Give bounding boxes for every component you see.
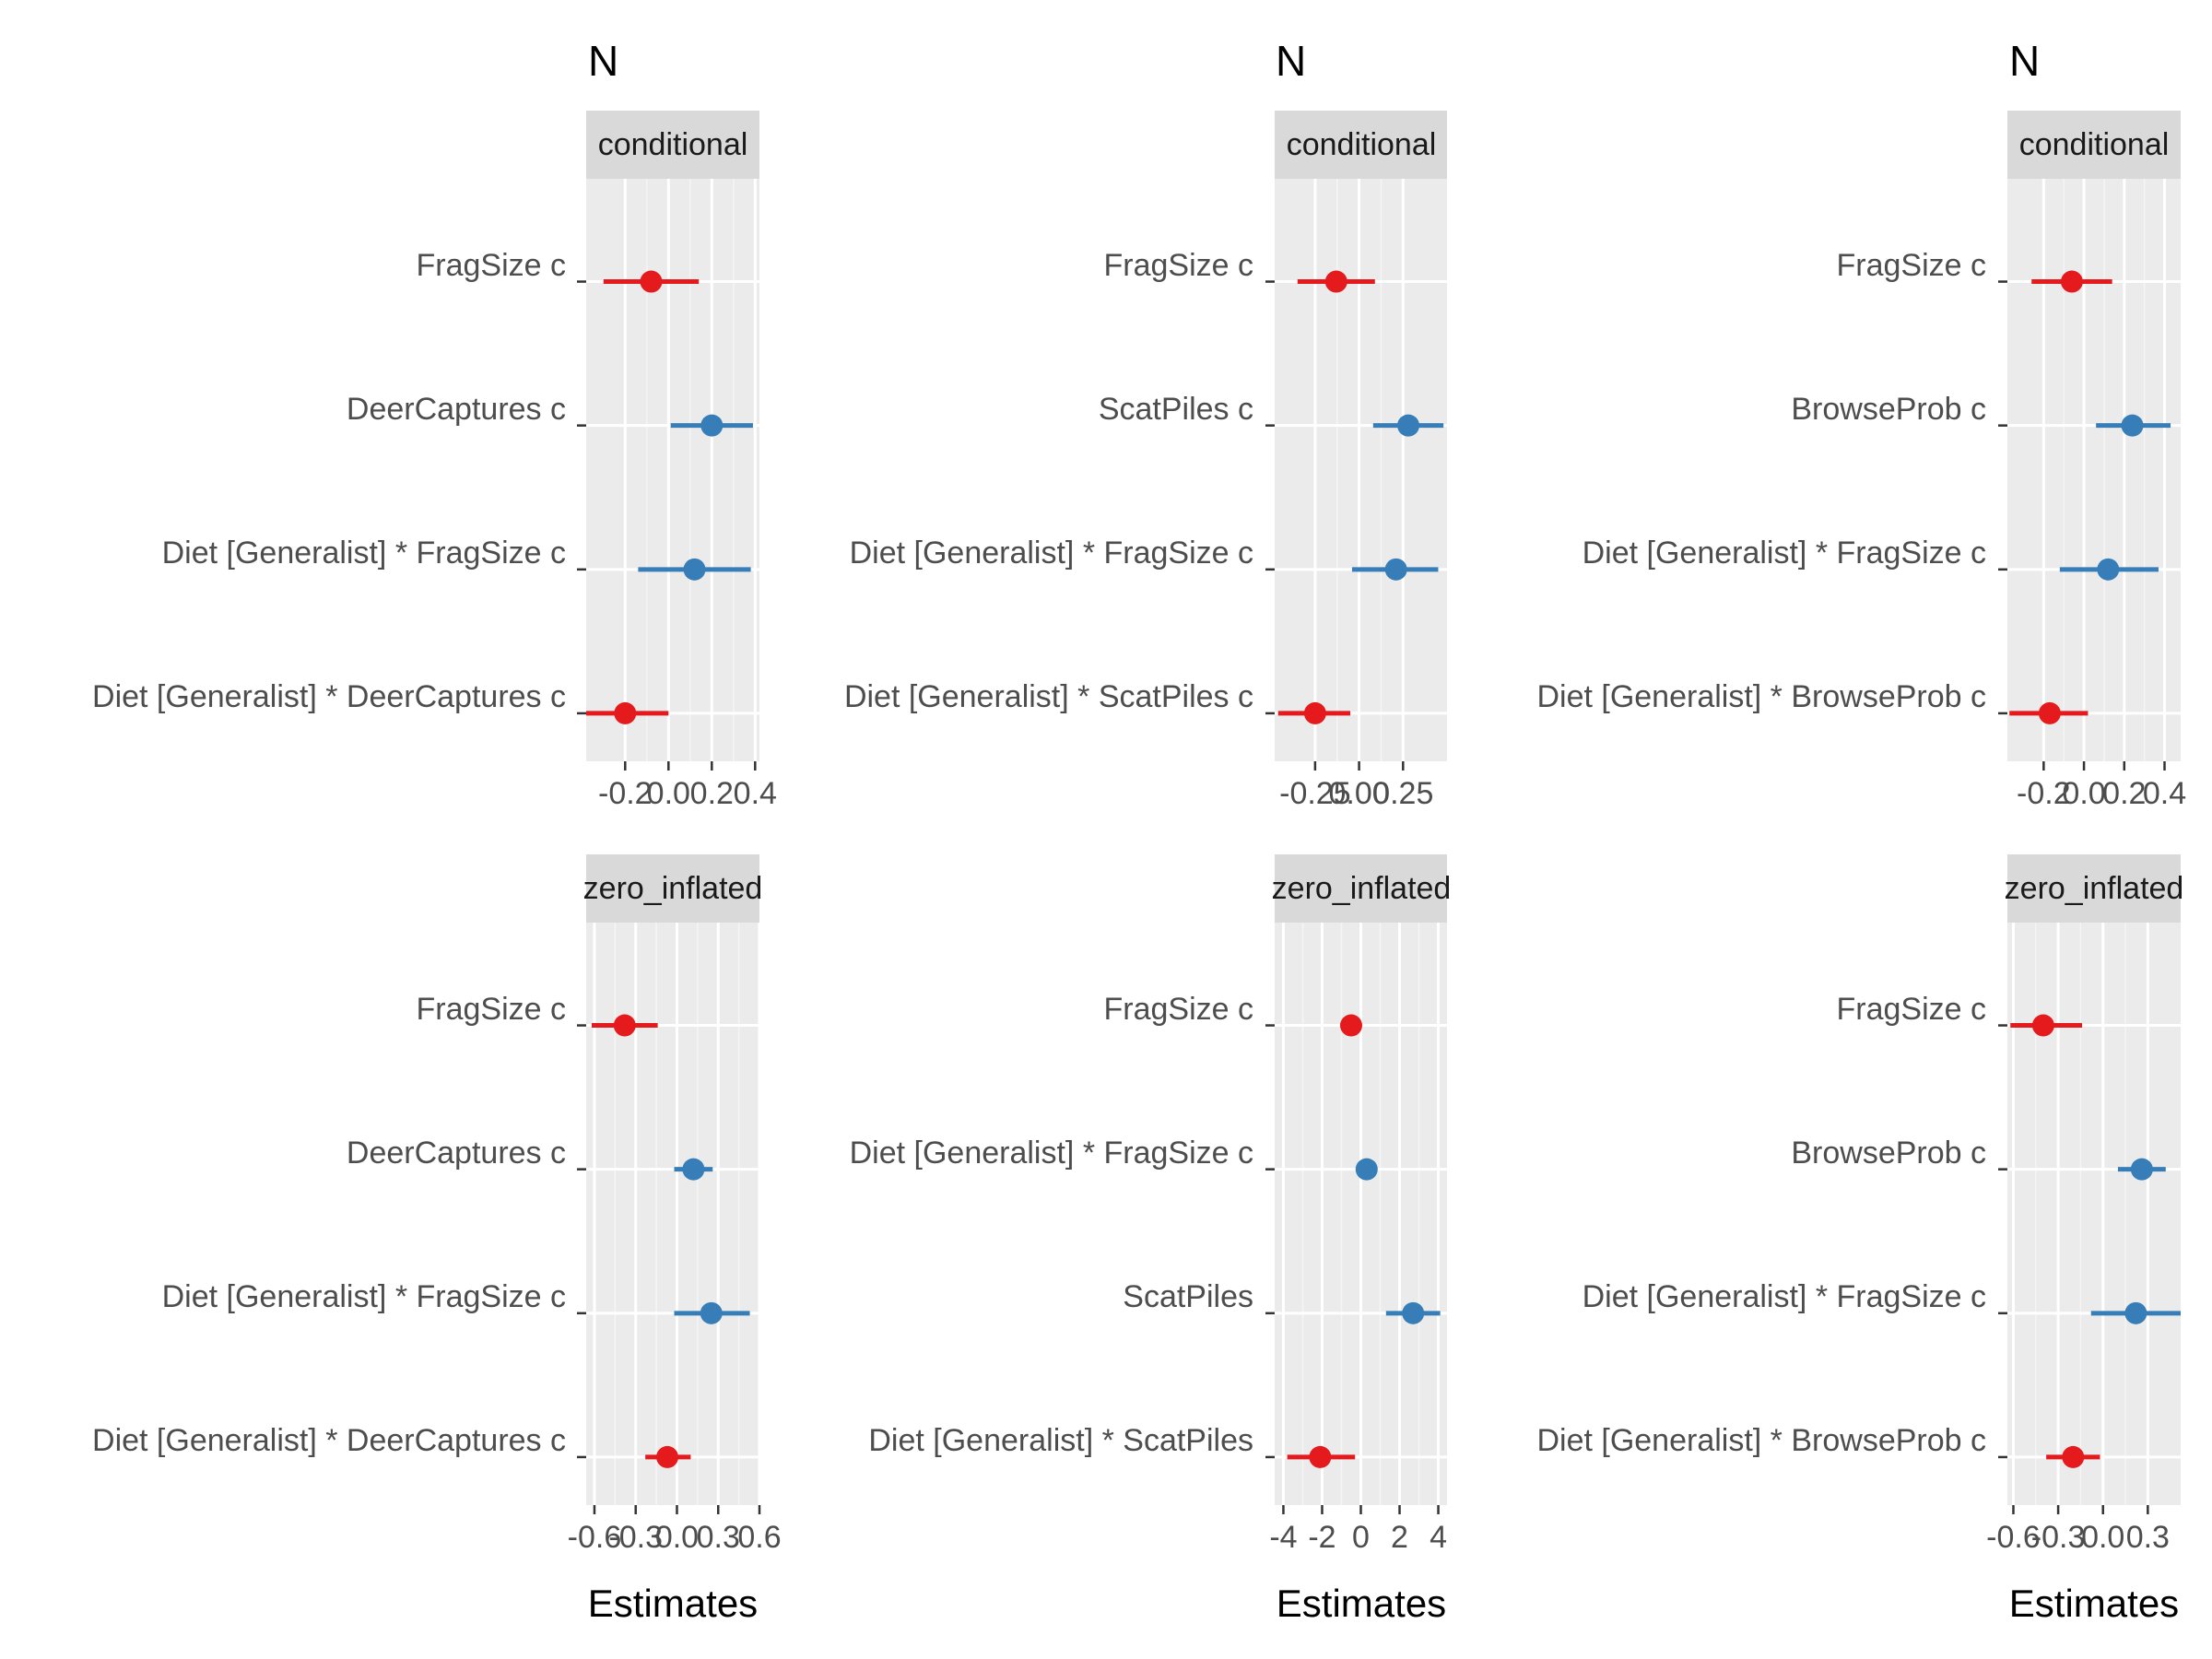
facet-strip	[1275, 854, 1447, 923]
plot-marks: -0.20.0 0.2 0.4-0.6-0.30.00.30.6-0.250.000…	[568, 179, 2186, 1555]
x-tick-label: -2	[1308, 1520, 1335, 1555]
x-tick-label: 0.2	[2102, 776, 2146, 811]
estimate-point	[683, 558, 706, 581]
x-axis-title: Estimates	[1277, 1582, 1446, 1625]
x-tick-label: -4	[1269, 1520, 1297, 1555]
x-tick-label: 0.0	[647, 776, 690, 811]
estimate-point	[2121, 414, 2144, 437]
estimate-point	[1309, 1445, 1332, 1468]
term-label: FragSize c	[417, 992, 567, 1027]
facet-strip-label: zero_inflated	[2005, 871, 2184, 906]
estimate-point	[1355, 1158, 1378, 1181]
term-label: FragSize c	[1104, 992, 1254, 1027]
x-tick-label: 0.3	[2126, 1520, 2170, 1555]
x-tick-label: 2	[1391, 1520, 1408, 1555]
estimate-point	[1324, 270, 1347, 293]
estimate-point	[1339, 1014, 1362, 1037]
x-tick-label: 0.3	[697, 1520, 740, 1555]
estimate-point	[2097, 558, 2120, 581]
facet-strip	[2007, 854, 2181, 923]
x-tick-label: -0.3	[608, 1520, 663, 1555]
x-tick-label: 0.0	[2062, 776, 2105, 811]
estimate-point	[2062, 1445, 2085, 1468]
term-label: BrowseProb c	[1791, 392, 1986, 427]
estimate-point	[1303, 701, 1326, 724]
term-label: Diet [Generalist] * DeerCaptures c	[92, 1423, 566, 1458]
estimate-point	[682, 1158, 705, 1181]
estimate-point	[700, 1301, 723, 1324]
estimate-point	[700, 414, 724, 437]
x-tick-label: 0.0	[655, 1520, 699, 1555]
term-label: Diet [Generalist] * FragSize c	[850, 535, 1253, 571]
term-label: Diet [Generalist] * FragSize c	[162, 535, 566, 571]
term-label: DeerCaptures c	[347, 392, 566, 427]
x-axis-title: Estimates	[588, 1582, 758, 1625]
estimate-point	[1384, 558, 1407, 581]
term-label: ScatPiles	[1123, 1279, 1253, 1314]
estimate-point	[2124, 1301, 2147, 1324]
term-label: Diet [Generalist] * BrowseProb c	[1536, 679, 1986, 714]
facet-strip	[586, 854, 759, 923]
facet-strip	[2007, 111, 2181, 179]
x-tick-label: -0.6	[568, 1520, 622, 1555]
facet-strip-label: conditional	[1287, 127, 1437, 162]
x-tick-label: -0.25	[1279, 776, 1351, 811]
x-tick-label: -0.6	[1986, 1520, 2041, 1555]
term-label: BrowseProb c	[1791, 1135, 1986, 1171]
estimate-point	[2130, 1158, 2153, 1181]
estimate-point	[613, 1014, 636, 1037]
x-tick-label: 4	[1430, 1520, 1447, 1555]
x-tick-label: -0.2	[2017, 776, 2071, 811]
term-label: Diet [Generalist] * FragSize c	[1583, 1279, 1986, 1314]
x-tick-label: 0.25	[1372, 776, 1433, 811]
estimate-point	[656, 1445, 679, 1468]
term-label: Diet [Generalist] * FragSize c	[162, 1279, 566, 1314]
estimate-point	[640, 270, 663, 293]
facet-strip-label: zero_inflated	[583, 871, 763, 906]
term-label: Diet [Generalist] * FragSize c	[1583, 535, 1986, 571]
estimate-point	[614, 701, 637, 724]
column-title: N	[588, 37, 618, 85]
x-tick-label: 0.2	[690, 776, 734, 811]
facet-strip-label: zero_inflated	[1272, 871, 1452, 906]
term-label: DeerCaptures c	[347, 1135, 566, 1171]
column-title: N	[1276, 37, 1306, 85]
x-tick-label: 0.4	[2143, 776, 2186, 811]
term-label: ScatPiles c	[1099, 392, 1253, 427]
term-label: FragSize c	[417, 248, 567, 283]
x-axis-title: Estimates	[2009, 1582, 2179, 1625]
estimate-point	[1397, 414, 1420, 437]
term-label: FragSize c	[1104, 248, 1254, 283]
term-label: Diet [Generalist] * DeerCaptures c	[92, 679, 566, 714]
estimate-point	[2031, 1014, 2054, 1037]
facet-strip	[1275, 111, 1447, 179]
panel-background	[586, 923, 759, 1505]
term-label: FragSize c	[1837, 248, 1987, 283]
term-label: Diet [Generalist] * ScatPiles c	[844, 679, 1253, 714]
term-label: FragSize c	[1837, 992, 1987, 1027]
column-title: N	[2009, 37, 2040, 85]
x-tick-label: -0.2	[598, 776, 653, 811]
facet-strip-label: conditional	[598, 127, 748, 162]
x-tick-label: 0.0	[2081, 1520, 2124, 1555]
estimate-point	[2060, 270, 2083, 293]
panel-background	[586, 179, 759, 761]
x-tick-label: -0.3	[2031, 1520, 2086, 1555]
panel-background	[1275, 179, 1447, 761]
panel-background	[2007, 179, 2181, 761]
estimate-point	[2038, 701, 2061, 724]
panel-background	[2007, 923, 2181, 1505]
facet-strip	[586, 111, 759, 179]
x-tick-label: 0	[1352, 1520, 1370, 1555]
x-tick-label: 0.00	[1328, 776, 1389, 811]
term-label: Diet [Generalist] * FragSize c	[850, 1135, 1253, 1171]
facet-strip-label: conditional	[2019, 127, 2170, 162]
estimate-point	[1402, 1301, 1425, 1324]
term-label: Diet [Generalist] * ScatPiles	[868, 1423, 1253, 1458]
x-tick-label: 0.6	[737, 1520, 781, 1555]
x-tick-label: 0.4	[734, 776, 777, 811]
term-label: Diet [Generalist] * BrowseProb c	[1536, 1423, 1986, 1458]
